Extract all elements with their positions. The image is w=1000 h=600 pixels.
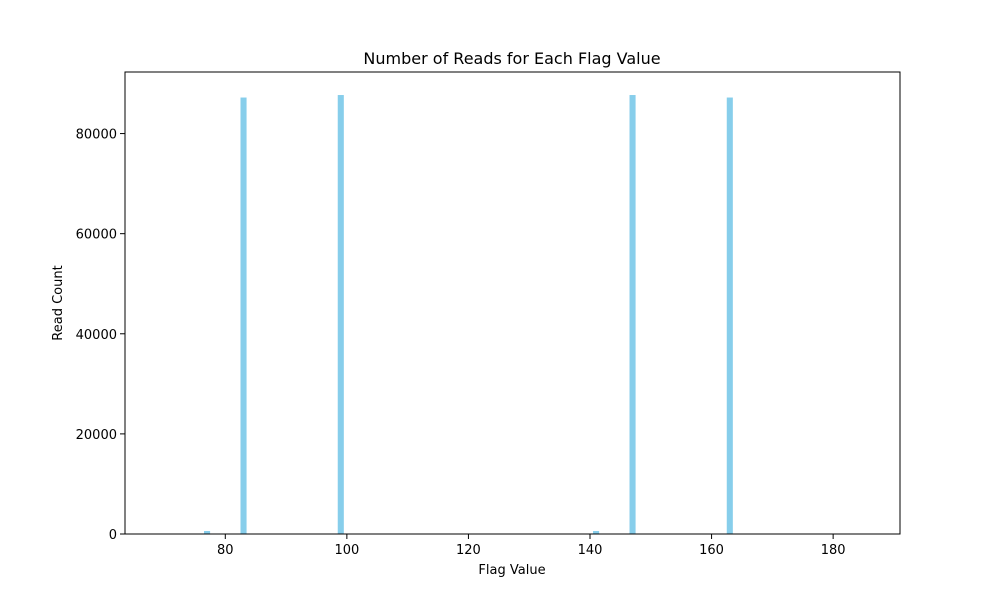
x-axis-label: Flag Value (478, 563, 545, 578)
x-tick-label: 140 (578, 543, 603, 558)
bar-flag-147 (629, 95, 636, 535)
bar-flag-141 (593, 530, 600, 534)
x-tick-label: 120 (456, 543, 481, 558)
chart-title: Number of Reads for Each Flag Value (363, 49, 660, 68)
y-tick-label: 0 (109, 528, 117, 543)
plot-frame (124, 71, 901, 535)
y-tick-label: 40000 (76, 328, 117, 343)
bar-flag-99 (337, 95, 344, 535)
x-tick-label: 80 (217, 543, 234, 558)
y-tick-label: 20000 (76, 428, 117, 443)
bar-flag-77 (204, 530, 211, 534)
y-axis-label: Read Count (51, 265, 66, 340)
y-axis-ticks: 0 20000 40000 60000 80000 (76, 128, 125, 543)
bar-flag-83 (240, 97, 247, 535)
x-tick-label: 160 (699, 543, 724, 558)
x-tick-label: 100 (334, 543, 359, 558)
y-tick-label: 60000 (76, 228, 117, 243)
x-axis-ticks: 80 100 120 140 160 180 (217, 534, 846, 558)
x-tick-label: 180 (821, 543, 846, 558)
bars-layer (204, 95, 733, 535)
bar-flag-163 (726, 97, 733, 535)
y-tick-label: 80000 (76, 128, 117, 143)
